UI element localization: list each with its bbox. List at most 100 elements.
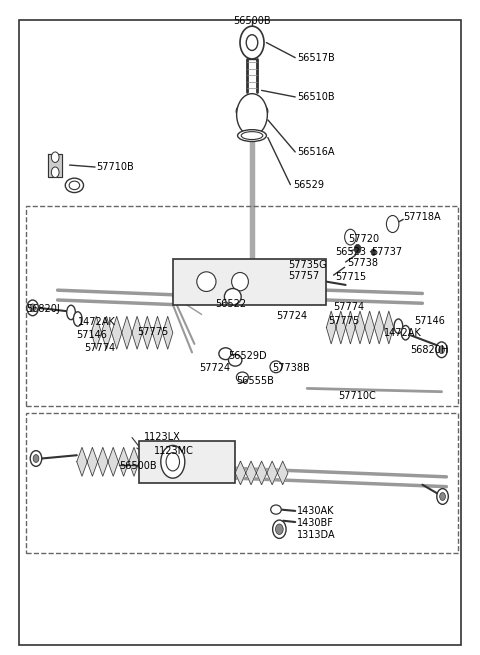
Text: 56529: 56529	[293, 179, 324, 190]
Ellipse shape	[394, 319, 403, 333]
Polygon shape	[326, 311, 336, 344]
Circle shape	[439, 346, 444, 354]
Polygon shape	[111, 316, 122, 349]
Circle shape	[51, 167, 59, 178]
Ellipse shape	[73, 312, 82, 326]
Text: 57757: 57757	[288, 271, 319, 281]
Text: 56529D: 56529D	[228, 350, 266, 361]
Circle shape	[276, 524, 283, 534]
Ellipse shape	[224, 288, 241, 305]
Polygon shape	[384, 311, 394, 344]
Text: 57720: 57720	[348, 234, 379, 244]
Text: 56500B: 56500B	[233, 16, 271, 26]
Polygon shape	[119, 447, 129, 476]
Text: 57775: 57775	[328, 316, 359, 326]
Circle shape	[440, 493, 445, 500]
Circle shape	[33, 455, 39, 462]
Text: 1313DA: 1313DA	[297, 530, 335, 540]
Polygon shape	[101, 316, 111, 349]
Polygon shape	[346, 311, 355, 344]
Polygon shape	[153, 316, 163, 349]
Circle shape	[166, 453, 180, 471]
Text: 57715: 57715	[335, 272, 366, 282]
Circle shape	[436, 342, 447, 358]
Circle shape	[30, 451, 42, 466]
Ellipse shape	[65, 178, 84, 193]
Circle shape	[161, 445, 185, 478]
Text: 56555B: 56555B	[236, 376, 274, 386]
Polygon shape	[48, 154, 62, 177]
Ellipse shape	[238, 130, 266, 141]
Text: 57737: 57737	[371, 246, 402, 257]
Polygon shape	[374, 311, 384, 344]
Polygon shape	[365, 311, 374, 344]
Circle shape	[246, 35, 258, 50]
Polygon shape	[87, 447, 97, 476]
Text: 57146: 57146	[76, 329, 107, 340]
Ellipse shape	[228, 354, 242, 366]
Text: 57775: 57775	[137, 327, 168, 337]
Text: 56820H: 56820H	[410, 345, 449, 355]
Circle shape	[437, 489, 448, 504]
Text: 1472AK: 1472AK	[78, 316, 116, 327]
Polygon shape	[235, 461, 246, 485]
Text: 57710B: 57710B	[96, 162, 134, 172]
Ellipse shape	[69, 181, 80, 190]
Circle shape	[345, 229, 356, 245]
Polygon shape	[256, 461, 267, 485]
Text: 57774: 57774	[334, 302, 365, 312]
Circle shape	[30, 304, 36, 312]
Text: 57774: 57774	[84, 343, 115, 354]
Circle shape	[27, 300, 38, 316]
Ellipse shape	[241, 112, 263, 124]
Text: 1123LX: 1123LX	[144, 432, 181, 442]
Circle shape	[51, 152, 59, 162]
Text: 1123MC: 1123MC	[154, 446, 193, 457]
Polygon shape	[77, 447, 87, 476]
Bar	[26, 206, 458, 406]
Text: 57738B: 57738B	[273, 363, 311, 373]
Text: 56820J: 56820J	[26, 304, 60, 314]
Polygon shape	[336, 311, 346, 344]
Text: 57718A: 57718A	[403, 212, 441, 223]
Polygon shape	[132, 316, 142, 349]
Ellipse shape	[401, 326, 410, 340]
Bar	[26, 413, 458, 553]
Ellipse shape	[197, 272, 216, 291]
Polygon shape	[163, 316, 173, 349]
Text: 1472AK: 1472AK	[384, 328, 422, 339]
Ellipse shape	[219, 348, 232, 360]
Circle shape	[237, 94, 267, 136]
Text: 57146: 57146	[414, 316, 444, 326]
Ellipse shape	[241, 132, 263, 140]
Text: 56500B: 56500B	[119, 461, 156, 472]
Text: 56516A: 56516A	[298, 147, 335, 157]
Ellipse shape	[236, 102, 268, 121]
Text: 56523: 56523	[335, 246, 366, 257]
Circle shape	[273, 520, 286, 538]
Polygon shape	[355, 311, 365, 344]
Text: 57738: 57738	[348, 258, 379, 269]
Ellipse shape	[67, 305, 75, 320]
Polygon shape	[277, 461, 288, 485]
Text: 56517B: 56517B	[298, 52, 336, 63]
Polygon shape	[129, 447, 139, 476]
Bar	[139, 441, 235, 483]
Text: 57710C: 57710C	[338, 390, 376, 401]
Ellipse shape	[236, 372, 249, 383]
Circle shape	[240, 26, 264, 59]
Ellipse shape	[231, 272, 249, 291]
Polygon shape	[142, 316, 153, 349]
Text: 1430AK: 1430AK	[297, 506, 334, 516]
Text: 57735G: 57735G	[288, 259, 326, 270]
Text: 56510B: 56510B	[298, 92, 335, 102]
Circle shape	[386, 215, 399, 233]
Text: 57724: 57724	[199, 363, 230, 373]
Polygon shape	[267, 461, 277, 485]
Ellipse shape	[271, 505, 281, 514]
Polygon shape	[122, 316, 132, 349]
Polygon shape	[108, 447, 119, 476]
Polygon shape	[246, 461, 256, 485]
Ellipse shape	[270, 361, 282, 373]
Bar	[173, 259, 326, 305]
